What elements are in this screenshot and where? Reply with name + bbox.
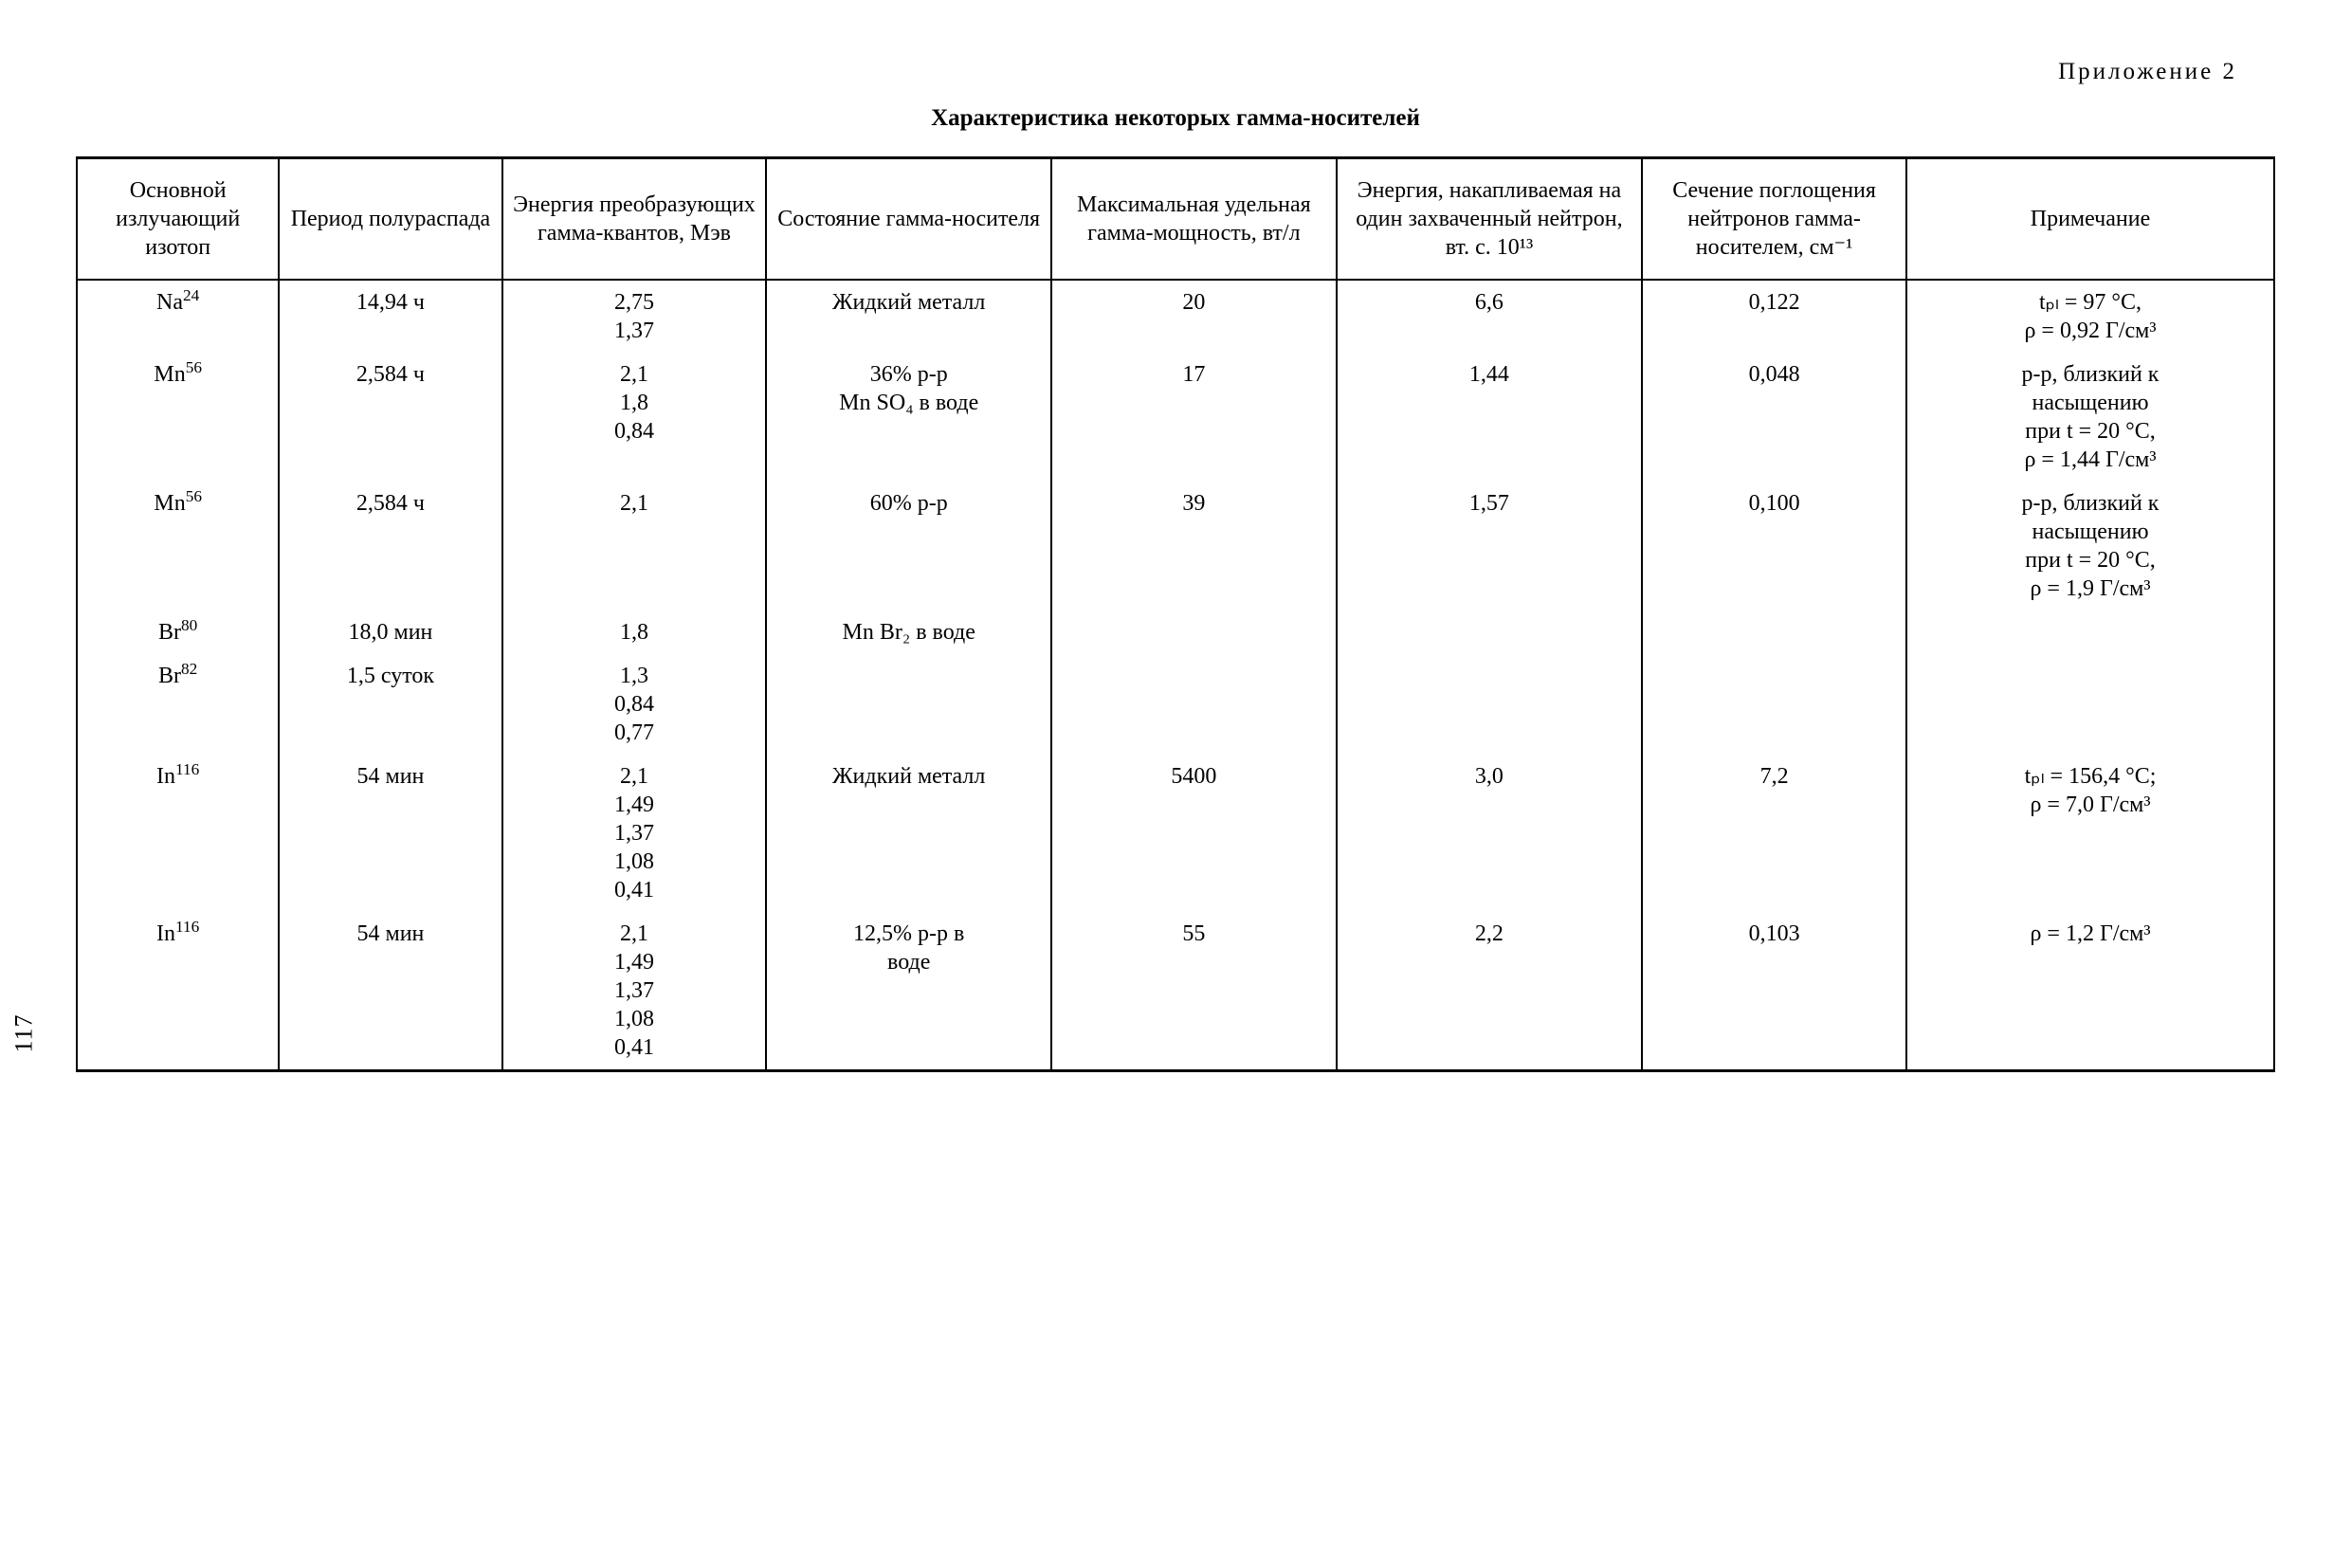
cell-energy: 1,3 0,84 0,77 [502, 654, 767, 755]
cell-cross: 0,048 [1642, 353, 1906, 482]
isotope-mass-number: 24 [183, 286, 199, 304]
col-header-cross: Сечение поглощения нейтронов гамма-носит… [1642, 157, 1906, 280]
col-header-energy: Энергия преобразующих гамма-квантов, Мэв [502, 157, 767, 280]
cell-halflife: 14,94 ч [279, 280, 501, 353]
col-header-accum: Энергия, накапливаемая на один захваченн… [1337, 157, 1642, 280]
appendix-label: Приложение 2 [76, 57, 2275, 86]
cell-halflife: 1,5 суток [279, 654, 501, 755]
cell-maxpower [1051, 654, 1337, 755]
cell-cross: 0,100 [1642, 482, 1906, 611]
isotope-mass-number: 56 [186, 487, 202, 505]
cell-energy: 2,1 1,49 1,37 1,08 0,41 [502, 755, 767, 912]
cell-energy: 2,1 [502, 482, 767, 611]
cell-isotope: In116 [77, 755, 279, 912]
cell-cross: 7,2 [1642, 755, 1906, 912]
cell-accum: 6,6 [1337, 280, 1642, 353]
cell-cross [1642, 654, 1906, 755]
cell-halflife: 54 мин [279, 912, 501, 1071]
cell-state: Mn Br₂ в воде [766, 611, 1051, 654]
cell-cross: 0,103 [1642, 912, 1906, 1071]
cell-halflife: 18,0 мин [279, 611, 501, 654]
isotope-mass-number: 116 [175, 918, 199, 936]
isotope-mass-number: 116 [175, 760, 199, 778]
cell-energy: 2,1 1,8 0,84 [502, 353, 767, 482]
col-header-halflife: Период полураспада [279, 157, 501, 280]
cell-accum: 1,44 [1337, 353, 1642, 482]
isotope-mass-number: 56 [186, 358, 202, 376]
cell-note: р-р, близкий к насыщению при t = 20 °С, … [1906, 353, 2274, 482]
table-row: Br8018,0 мин1,8Mn Br₂ в воде [77, 611, 2274, 654]
table-caption: Характеристика некоторых гамма-носителей [76, 103, 2275, 133]
cell-note: tₚₗ = 97 °С, ρ = 0,92 Г/см³ [1906, 280, 2274, 353]
cell-maxpower: 20 [1051, 280, 1337, 353]
cell-cross: 0,122 [1642, 280, 1906, 353]
col-header-state: Состояние гамма-носителя [766, 157, 1051, 280]
table-row: In11654 мин2,1 1,49 1,37 1,08 0,4112,5% … [77, 912, 2274, 1071]
col-header-note: Примечание [1906, 157, 2274, 280]
isotope-base: Mn [154, 491, 185, 516]
cell-maxpower: 5400 [1051, 755, 1337, 912]
cell-note: р-р, близкий к насыщению при t = 20 °С, … [1906, 482, 2274, 611]
cell-isotope: Br82 [77, 654, 279, 755]
cell-state: Жидкий металл [766, 280, 1051, 353]
isotope-base: Br [158, 664, 181, 688]
isotope-base: In [156, 764, 175, 789]
table-body: Na2414,94 ч2,75 1,37Жидкий металл206,60,… [77, 280, 2274, 1071]
isotope-mass-number: 82 [181, 660, 197, 678]
table-row: Mn562,584 ч2,1 1,8 0,8436% р-р Mn SO₄ в … [77, 353, 2274, 482]
table-row: In11654 мин2,1 1,49 1,37 1,08 0,41Жидкий… [77, 755, 2274, 912]
isotope-base: Mn [154, 362, 185, 387]
cell-cross [1642, 611, 1906, 654]
table-row: Mn562,584 ч2,160% р-р391,570,100р-р, бли… [77, 482, 2274, 611]
page-number: 117 [9, 1013, 41, 1052]
cell-isotope: Mn56 [77, 482, 279, 611]
cell-halflife: 2,584 ч [279, 353, 501, 482]
cell-halflife: 54 мин [279, 755, 501, 912]
col-header-maxpower: Максимальная удельная гамма-мощность, вт… [1051, 157, 1337, 280]
isotope-mass-number: 80 [181, 616, 197, 634]
cell-maxpower: 39 [1051, 482, 1337, 611]
isotope-base: Na [156, 290, 183, 315]
gamma-carriers-table: Основной излучающий изотоп Период полура… [76, 156, 2275, 1072]
cell-state [766, 654, 1051, 755]
cell-state: 60% р-р [766, 482, 1051, 611]
cell-note: tₚₗ = 156,4 °С; ρ = 7,0 Г/см³ [1906, 755, 2274, 912]
isotope-base: Br [158, 620, 181, 645]
cell-maxpower: 55 [1051, 912, 1337, 1071]
cell-isotope: Mn56 [77, 353, 279, 482]
col-header-isotope: Основной излучающий изотоп [77, 157, 279, 280]
cell-halflife: 2,584 ч [279, 482, 501, 611]
isotope-base: In [156, 921, 175, 946]
cell-accum [1337, 611, 1642, 654]
cell-isotope: Br80 [77, 611, 279, 654]
cell-note [1906, 654, 2274, 755]
cell-energy: 2,1 1,49 1,37 1,08 0,41 [502, 912, 767, 1071]
cell-energy: 1,8 [502, 611, 767, 654]
cell-state: Жидкий металл [766, 755, 1051, 912]
cell-note [1906, 611, 2274, 654]
table-header-row: Основной излучающий изотоп Период полура… [77, 157, 2274, 280]
cell-accum: 2,2 [1337, 912, 1642, 1071]
cell-energy: 2,75 1,37 [502, 280, 767, 353]
cell-accum: 1,57 [1337, 482, 1642, 611]
cell-accum [1337, 654, 1642, 755]
cell-accum: 3,0 [1337, 755, 1642, 912]
table-row: Na2414,94 ч2,75 1,37Жидкий металл206,60,… [77, 280, 2274, 353]
cell-note: ρ = 1,2 Г/см³ [1906, 912, 2274, 1071]
table-row: Br821,5 суток1,3 0,84 0,77 [77, 654, 2274, 755]
cell-isotope: Na24 [77, 280, 279, 353]
cell-maxpower [1051, 611, 1337, 654]
cell-state: 36% р-р Mn SO₄ в воде [766, 353, 1051, 482]
cell-isotope: In116 [77, 912, 279, 1071]
cell-maxpower: 17 [1051, 353, 1337, 482]
cell-state: 12,5% р-р в воде [766, 912, 1051, 1071]
